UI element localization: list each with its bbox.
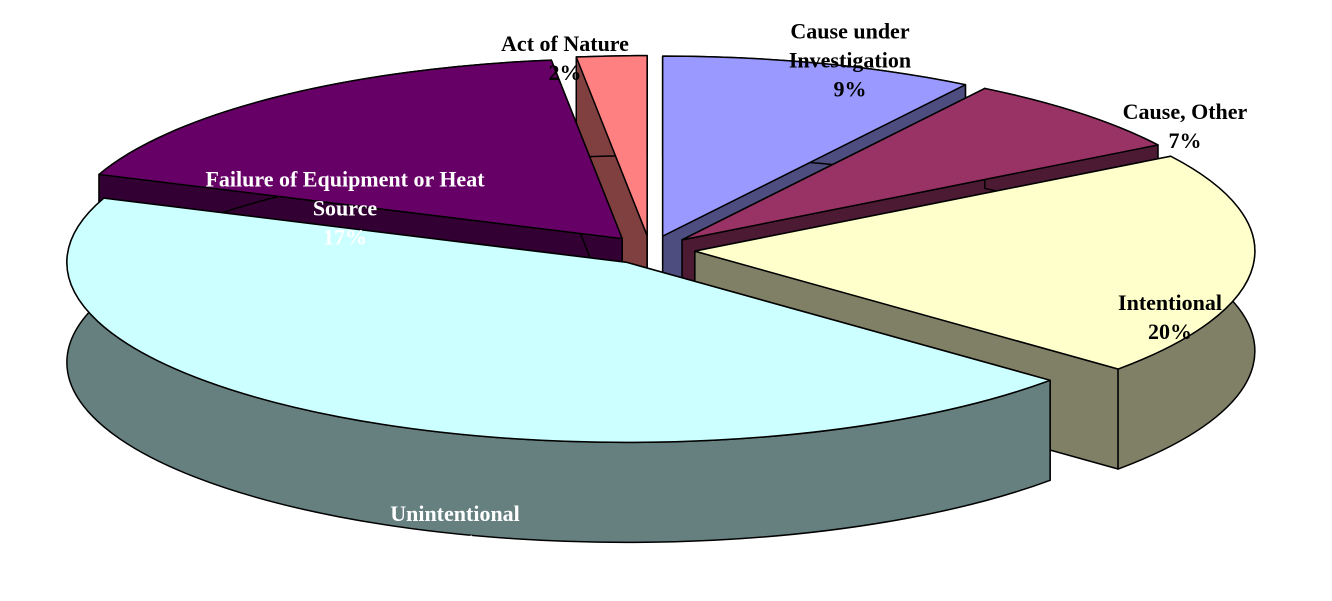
slice-value: 17% (323, 224, 367, 250)
data-label: Unintentional 44% (335, 499, 575, 557)
slice (575, 54, 648, 237)
data-label: Intentional 20% (1050, 288, 1290, 346)
slice (66, 197, 1051, 444)
slice-value: 20% (1148, 319, 1192, 344)
slice (694, 155, 1256, 370)
data-label: Act of Nature 2% (445, 29, 685, 87)
slice-value: 7% (1168, 128, 1202, 153)
slice (681, 87, 1159, 241)
data-label: Cause under Investigation 9% (755, 17, 945, 104)
slice-name: Cause under Investigation (788, 18, 912, 73)
slice-name: Failure of Equipment or Heat Source (205, 166, 485, 221)
data-label: Failure of Equipment or Heat Source 17% (200, 165, 490, 252)
slice-name: Cause, Other (1122, 99, 1248, 124)
slice-value: 9% (833, 76, 867, 102)
slice-name: Unintentional (390, 501, 520, 526)
slice-value: 44% (433, 530, 477, 555)
data-label: Cause, Other 7% (1065, 97, 1305, 155)
slice-value: 2% (548, 60, 582, 85)
slice-name: Intentional (1118, 290, 1222, 315)
slice-name: Act of Nature (501, 31, 629, 56)
slice (661, 55, 967, 237)
slice (98, 59, 623, 240)
